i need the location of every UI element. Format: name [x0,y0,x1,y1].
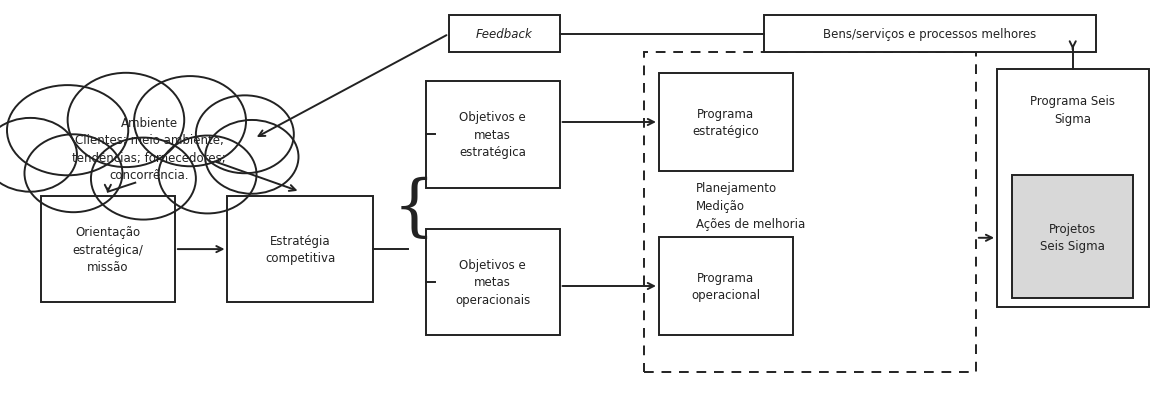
Text: Objetivos e
metas
operacionais: Objetivos e metas operacionais [455,258,531,306]
Ellipse shape [134,77,246,167]
Text: Bens/serviços e processos melhores: Bens/serviços e processos melhores [823,28,1037,41]
Text: {: { [393,176,435,241]
Ellipse shape [68,74,184,168]
Bar [227,196,373,303]
Text: Planejamento
Medição
Ações de melhoria: Planejamento Medição Ações de melhoria [696,182,806,231]
Ellipse shape [196,96,294,174]
Bar [426,229,560,335]
Bar [659,237,793,335]
Text: Feedback: Feedback [476,28,533,41]
Bar [997,70,1149,307]
Ellipse shape [91,138,196,220]
Bar [449,16,560,53]
Ellipse shape [159,136,257,214]
Text: Programa
estratégico: Programa estratégico [693,108,759,138]
Text: Programa
operacional: Programa operacional [691,271,760,301]
Text: Objetivos e
metas
estratégica: Objetivos e metas estratégica [459,111,526,159]
Bar [644,53,976,372]
Ellipse shape [205,121,298,194]
Text: Projetos
Seis Sigma: Projetos Seis Sigma [1040,222,1105,252]
Bar [426,82,560,188]
Ellipse shape [0,119,77,192]
Ellipse shape [7,86,128,176]
Bar [41,196,175,303]
Bar [764,16,1096,53]
Text: Programa Seis
Sigma: Programa Seis Sigma [1031,95,1115,126]
Text: Orientação
estratégica/
missão: Orientação estratégica/ missão [72,225,143,274]
Ellipse shape [24,135,122,213]
Bar [659,74,793,172]
Bar [1012,176,1133,299]
Text: Ambiente
Clientes; meio ambiente;
tendências; fornecedores;
concorrência.: Ambiente Clientes; meio ambiente; tendên… [72,117,226,182]
Text: Estratégia
competitiva: Estratégia competitiva [265,234,336,265]
